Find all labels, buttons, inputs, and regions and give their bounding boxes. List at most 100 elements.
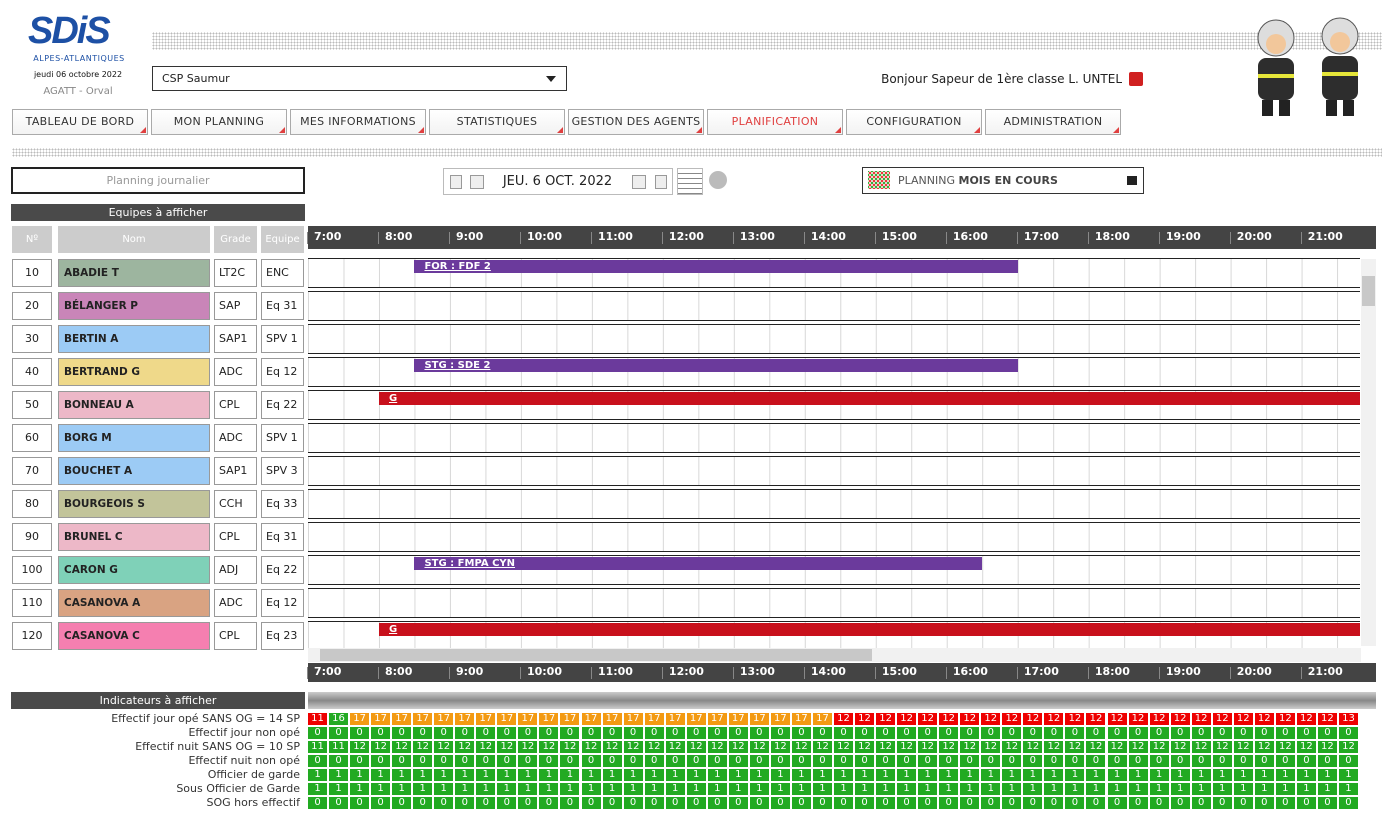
nav-tab[interactable]: ADMINISTRATION: [985, 109, 1121, 135]
indicators-resize-bar[interactable]: [308, 692, 1376, 709]
indicator-label: Sous Officier de Garde: [176, 782, 300, 795]
logout-button[interactable]: [1129, 72, 1143, 86]
indicator-value: 0: [581, 797, 601, 809]
indicator-value: 1: [1212, 783, 1232, 795]
indicator-value: 0: [770, 727, 790, 739]
indicator-value: 17: [434, 713, 454, 725]
indicator-label: SOG hors effectif: [206, 796, 300, 809]
nav-tab[interactable]: MON PLANNING: [151, 109, 287, 135]
indicator-value: 0: [455, 727, 475, 739]
indicator-value: 12: [1065, 741, 1085, 753]
indicator-value: 12: [939, 713, 959, 725]
nav-tab[interactable]: TABLEAU DE BORD: [12, 109, 148, 135]
horizontal-scroll-thumb[interactable]: [320, 649, 872, 661]
next-week[interactable]: [632, 175, 646, 189]
indicator-value: 12: [581, 741, 601, 753]
planning-event[interactable]: G: [378, 623, 1360, 636]
help-button[interactable]: [709, 171, 727, 189]
indicator-value: 1: [1317, 769, 1337, 781]
calendar-button[interactable]: [677, 168, 703, 195]
nav-tab[interactable]: GESTION DES AGENTS: [568, 109, 704, 135]
hour-tick: [590, 667, 592, 679]
agent-team: Eq 33: [261, 490, 304, 518]
lock-icon[interactable]: [1127, 176, 1137, 185]
indicator-value: 1: [1107, 783, 1127, 795]
planning-event[interactable]: STG : FMPA CYN: [414, 557, 983, 570]
hour-label: 7:00: [314, 665, 342, 678]
indicator-value: 0: [413, 755, 433, 767]
timeline-row: FOR : FDF 2: [308, 258, 1360, 288]
indicator-value: 12: [497, 741, 517, 753]
indicator-value: 1: [665, 783, 685, 795]
indicator-value: 12: [644, 741, 664, 753]
hour-label: 21:00: [1307, 665, 1343, 678]
indicator-value: 0: [686, 797, 706, 809]
vertical-scrollbar[interactable]: [1361, 259, 1376, 646]
indicator-value: 1: [518, 783, 538, 795]
indicator-value: 12: [1254, 713, 1274, 725]
indicator-value: 12: [1212, 741, 1232, 753]
indicator-value: 1: [1191, 783, 1211, 795]
indicator-value: 17: [413, 713, 433, 725]
prev-day[interactable]: [450, 175, 462, 189]
agent-grade: ADJ: [214, 556, 257, 584]
indicator-value: 12: [371, 741, 391, 753]
indicator-value: 0: [1212, 755, 1232, 767]
current-date: jeudi 06 octobre 2022: [33, 70, 123, 79]
hour-tick: [1016, 667, 1018, 679]
indicator-value: 1: [1044, 783, 1064, 795]
indicator-value: 0: [770, 797, 790, 809]
indicator-value: 0: [897, 755, 917, 767]
indicator-value: 0: [791, 797, 811, 809]
view-select[interactable]: Planning journalier: [11, 167, 305, 194]
agent-team: Eq 12: [261, 589, 304, 617]
nav-tab[interactable]: PLANIFICATION: [707, 109, 843, 135]
indicator-value: 0: [918, 755, 938, 767]
hour-label: 17:00: [1023, 665, 1059, 678]
indicator-value: 0: [1296, 797, 1316, 809]
nav-tab[interactable]: CONFIGURATION: [846, 109, 982, 135]
indicator-value: 12: [918, 741, 938, 753]
indicator-value: 1: [728, 783, 748, 795]
planning-event[interactable]: FOR : FDF 2: [414, 260, 1018, 273]
agent-grade: CPL: [214, 622, 257, 650]
indicator-value: 0: [1254, 727, 1274, 739]
nav-tab[interactable]: MES INFORMATIONS: [290, 109, 426, 135]
indicator-value: 12: [960, 741, 980, 753]
indicator-value: 0: [749, 797, 769, 809]
indicator-value: 0: [602, 797, 622, 809]
hour-label: 11:00: [597, 230, 633, 243]
header-stripe: [152, 32, 1382, 50]
indicator-value: 12: [1170, 713, 1190, 725]
planning-event[interactable]: G: [378, 392, 1360, 405]
indicator-value: 0: [665, 727, 685, 739]
indicator-value: 0: [1086, 755, 1106, 767]
agent-team: ENC: [261, 259, 304, 287]
indicator-value: 12: [1002, 713, 1022, 725]
indicator-value: 1: [476, 783, 496, 795]
indicator-value: 0: [581, 727, 601, 739]
indicator-value: 12: [1107, 741, 1127, 753]
center-select[interactable]: CSP Saumur: [152, 66, 567, 91]
indicator-value: 0: [1170, 755, 1190, 767]
indicator-value: 0: [1275, 797, 1295, 809]
nav-tab[interactable]: STATISTIQUES: [429, 109, 565, 135]
vertical-scroll-thumb[interactable]: [1362, 276, 1375, 306]
planning-mode-button[interactable]: PLANNING MOIS EN COURS: [862, 167, 1144, 194]
indicator-value: 1: [1128, 783, 1148, 795]
indicator-value: 12: [1233, 741, 1253, 753]
next-day[interactable]: [655, 175, 667, 189]
prev-week[interactable]: [470, 175, 484, 189]
indicator-value: 1: [1086, 769, 1106, 781]
center-select-text: CSP Saumur: [162, 72, 230, 85]
indicator-value: 1: [1065, 783, 1085, 795]
indicator-value: 0: [392, 755, 412, 767]
agent-num: 20: [12, 292, 52, 320]
logo-subtitle: ALPES-ATLANTIQUES: [33, 54, 125, 63]
hour-tick: [661, 232, 663, 244]
indicator-value: 0: [497, 797, 517, 809]
indicator-value: 0: [855, 727, 875, 739]
agent-name: CASANOVA A: [58, 589, 210, 617]
planning-event[interactable]: STG : SDE 2: [414, 359, 1018, 372]
indicator-value: 1: [434, 769, 454, 781]
